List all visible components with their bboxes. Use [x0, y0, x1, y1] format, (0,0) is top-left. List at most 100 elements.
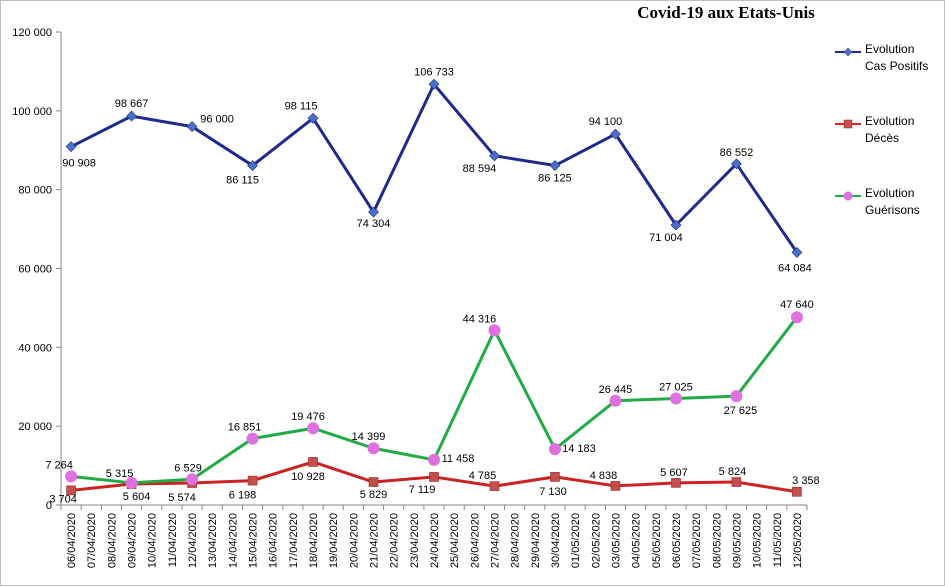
data-label-cas-positifs: 74 304 — [357, 218, 391, 230]
data-label-deces: 4 838 — [590, 470, 618, 482]
data-label-cas-positifs: 98 115 — [285, 100, 318, 112]
x-tick-label: 14/04/2020 — [227, 513, 239, 568]
data-point-guerisons — [367, 442, 380, 455]
x-tick-label: 09/04/2020 — [127, 513, 139, 568]
x-tick-label: 07/05/2020 — [691, 513, 703, 568]
legend-item-guerisons[interactable]: Evolution Guérisons — [835, 185, 943, 257]
data-point-deces — [429, 472, 439, 482]
data-label-deces: 5 315 — [106, 468, 134, 480]
data-point-guerisons — [609, 394, 622, 407]
data-label-guerisons: 27 025 — [659, 381, 693, 393]
data-point-deces — [489, 481, 500, 491]
data-label-deces: 6 198 — [229, 490, 257, 502]
data-point-deces — [550, 472, 560, 482]
data-point-guerisons — [730, 390, 743, 403]
data-point-cas-positifs — [65, 141, 77, 153]
x-tick-label: 24/04/2020 — [429, 513, 441, 568]
y-tick-label: 100 000 — [12, 106, 52, 118]
data-label-cas-positifs: 106 733 — [414, 66, 454, 78]
x-tick-label: 20/04/2020 — [348, 513, 360, 568]
legend-item-deces[interactable]: Evolution Décès — [835, 113, 943, 185]
data-point-cas-positifs — [731, 158, 742, 170]
data-point-guerisons — [307, 422, 320, 435]
data-label-cas-positifs: 64 084 — [778, 262, 812, 274]
data-point-guerisons — [246, 432, 259, 445]
x-tick-label: 17/04/2020 — [288, 513, 300, 568]
data-label-cas-positifs: 96 000 — [200, 114, 234, 126]
data-label-guerisons: 11 458 — [442, 453, 475, 465]
x-tick-label: 10/04/2020 — [147, 513, 159, 568]
x-tick-label: 01/05/2020 — [570, 513, 582, 568]
data-point-deces — [66, 485, 76, 496]
data-point-cas-positifs — [126, 110, 137, 122]
data-label-cas-positifs: 90 908 — [62, 158, 96, 170]
data-point-cas-positifs — [368, 206, 379, 218]
data-point-deces — [671, 478, 681, 488]
x-tick-label: 19/04/2020 — [328, 513, 340, 568]
data-label-deces: 5 574 — [168, 492, 196, 504]
x-tick-label: 29/04/2020 — [530, 513, 542, 568]
x-tick-label: 11/05/2020 — [772, 513, 784, 567]
x-tick-label: 06/05/2020 — [671, 513, 683, 568]
data-point-cas-positifs — [549, 160, 561, 171]
x-tick-label: 04/05/2020 — [631, 513, 643, 568]
x-tick-label: 06/04/2020 — [66, 513, 78, 568]
x-tick-label: 26/04/2020 — [469, 513, 481, 568]
legend-item-cas-positifs[interactable]: Evolution Cas Positifs — [835, 41, 943, 113]
data-label-guerisons: 27 625 — [724, 405, 758, 417]
data-label-guerisons: 16 851 — [228, 422, 262, 434]
x-tick-label: 22/04/2020 — [389, 513, 401, 568]
y-tick-label: 20 000 — [18, 421, 52, 433]
data-point-deces — [731, 477, 742, 487]
data-label-guerisons: 14 183 — [562, 443, 596, 455]
x-tick-label: 30/04/2020 — [550, 513, 562, 568]
data-point-guerisons — [428, 453, 440, 466]
data-point-guerisons — [790, 311, 803, 324]
x-tick-label: 12/05/2020 — [792, 513, 804, 568]
data-point-cas-positifs — [791, 246, 803, 258]
data-label-cas-positifs: 71 004 — [649, 232, 683, 244]
data-label-guerisons: 47 640 — [780, 299, 814, 311]
data-point-deces — [368, 477, 379, 487]
x-tick-label: 09/05/2020 — [731, 513, 743, 568]
legend-label-cas-positifs: Evolution Cas Positifs — [865, 42, 929, 73]
x-tick-label: 02/05/2020 — [590, 513, 602, 568]
data-label-guerisons: 5 604 — [123, 491, 151, 503]
data-point-guerisons — [125, 476, 138, 489]
data-label-deces: 5 824 — [719, 466, 747, 478]
y-tick-label: 120 000 — [12, 27, 52, 39]
legend-label-guerisons: Evolution Guérisons — [865, 186, 920, 217]
data-point-guerisons — [488, 324, 501, 337]
data-point-cas-positifs — [489, 150, 500, 162]
data-label-cas-positifs: 86 115 — [226, 175, 259, 187]
x-tick-label: 07/04/2020 — [86, 513, 98, 568]
series-line-0 — [70, 82, 799, 254]
data-point-guerisons — [669, 392, 682, 405]
legend-swatch-deces — [835, 119, 861, 129]
data-label-deces: 4 785 — [469, 470, 497, 482]
data-point-guerisons — [186, 473, 199, 486]
x-tick-label: 10/05/2020 — [752, 513, 764, 568]
data-point-cas-positifs — [247, 160, 258, 171]
data-point-cas-positifs — [428, 78, 440, 90]
data-label-cas-positifs: 86 125 — [538, 173, 572, 185]
legend-swatch-cas-positifs — [835, 47, 861, 57]
y-tick-label: 60 000 — [18, 264, 52, 276]
x-tick-label: 28/04/2020 — [510, 513, 522, 568]
x-tick-label: 11/04/2020 — [167, 513, 179, 567]
x-tick-label: 18/04/2020 — [308, 513, 320, 568]
data-label-cas-positifs: 98 667 — [115, 98, 149, 110]
x-tick-label: 05/05/2020 — [651, 513, 663, 568]
data-point-cas-positifs — [670, 219, 682, 231]
data-label-deces: 10 928 — [291, 471, 325, 483]
data-point-deces — [247, 475, 258, 486]
x-tick-label: 08/05/2020 — [711, 513, 723, 568]
data-label-guerisons: 44 316 — [463, 313, 497, 325]
data-point-deces — [308, 457, 318, 467]
data-label-guerisons: 26 445 — [599, 384, 633, 396]
y-tick-label: 80 000 — [18, 185, 52, 197]
data-label-deces: 7 119 — [409, 484, 436, 496]
x-tick-label: 03/05/2020 — [610, 513, 622, 568]
